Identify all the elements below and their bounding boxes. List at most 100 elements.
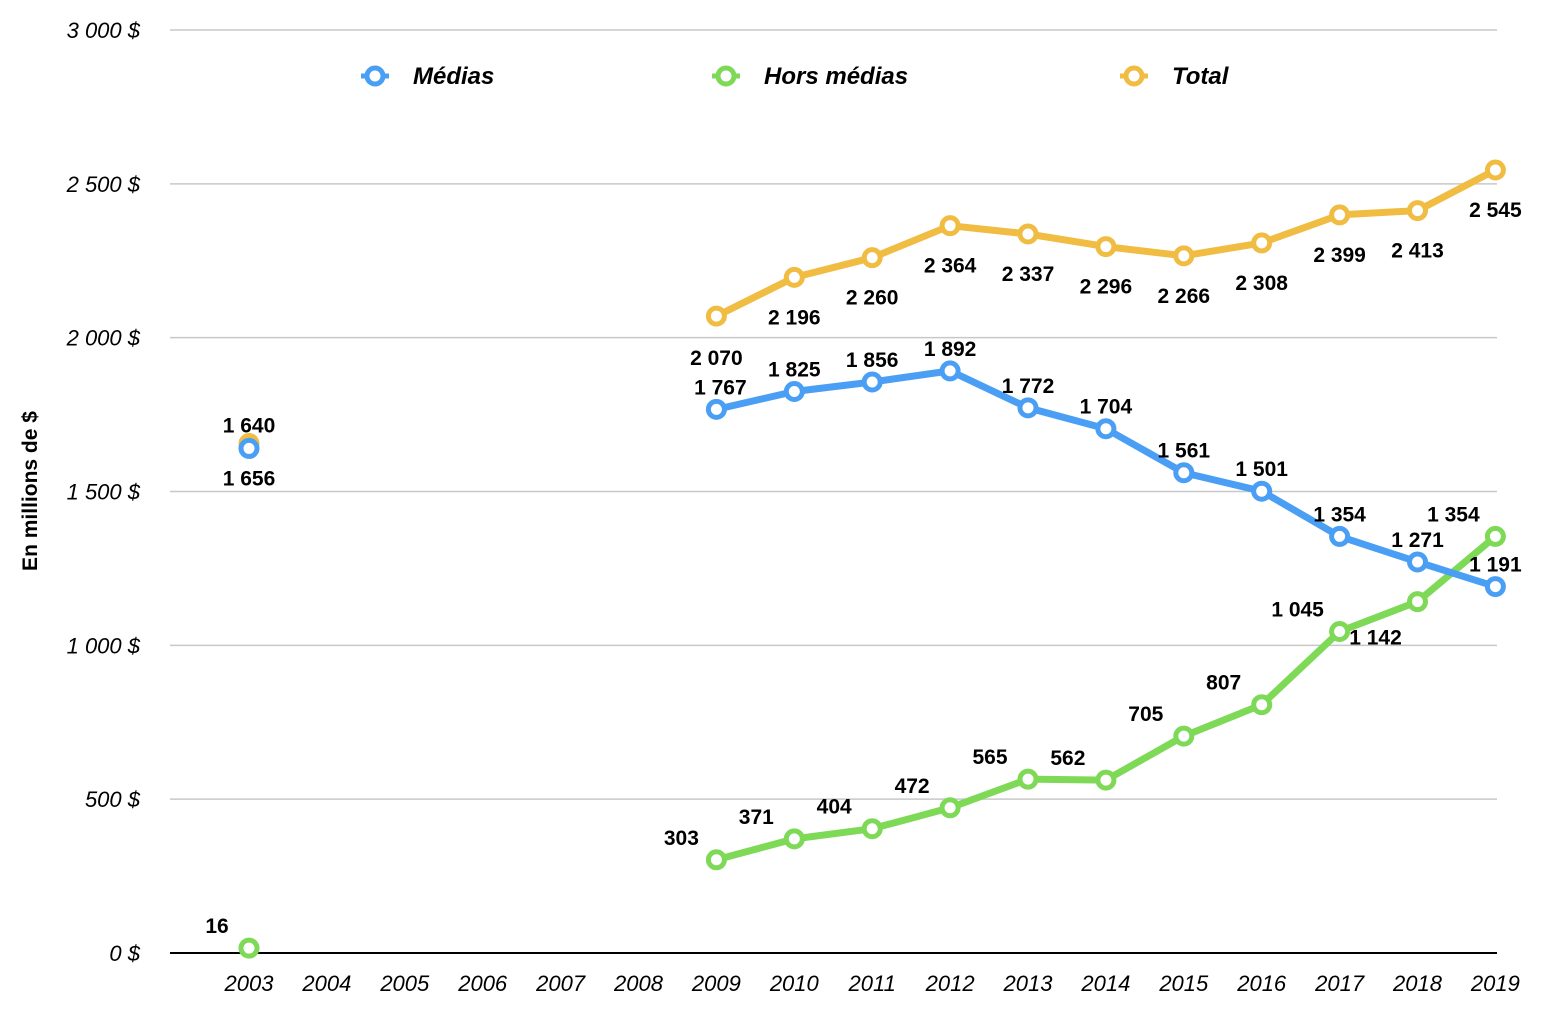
data-point [939,360,961,382]
data-point [1484,159,1506,181]
gridlines [170,29,1497,954]
data-point [1173,462,1195,484]
data-point [1017,768,1039,790]
data-point [939,797,961,819]
data-label: 1 561 [1158,440,1211,463]
series-points [238,159,1506,959]
data-label: 1 501 [1235,458,1288,481]
x-tick-label: 2006 [457,971,508,996]
data-point [1407,591,1428,613]
y-tick-label: 3 000 $ [67,18,141,43]
data-label: 2 364 [924,255,977,278]
x-tick-label: 2018 [1392,971,1443,996]
data-point [1251,694,1273,716]
x-tick-label: 2009 [691,971,741,996]
y-tick-label: 1 000 $ [67,633,141,658]
y-tick-label: 500 $ [85,787,141,812]
data-label: 1 191 [1469,554,1522,577]
x-tick-label: 2007 [535,971,586,996]
data-label: 1 271 [1391,529,1444,552]
data-label: 705 [1128,703,1163,726]
x-tick-label: 2013 [1003,971,1054,996]
data-label: 1 354 [1427,503,1480,526]
data-point [783,828,805,850]
x-tick-label: 2011 [848,971,896,996]
data-point [861,818,883,840]
data-point [783,381,805,403]
data-point [705,849,727,871]
data-label: 404 [817,796,852,819]
data-label: 1 772 [1002,375,1055,398]
data-point [705,398,727,420]
y-tick-label: 2 000 $ [66,326,141,351]
data-label: 2 545 [1469,199,1522,222]
data-label: 1 656 [223,468,276,491]
data-point [939,215,961,237]
data-label: 1 856 [846,349,899,372]
data-label: 1 704 [1080,396,1133,419]
data-labels: 1 640 1 767 1 825 1 856 1 892 1 772 1 704 1 561… [205,199,1522,938]
data-point [1017,397,1039,419]
y-axis-label: En millions de $ [19,411,42,571]
data-point [1484,525,1506,547]
legend-marker [715,65,737,87]
data-label: 2 260 [846,287,899,310]
data-label: 1 640 [223,414,276,437]
data-point [861,371,883,393]
data-label: 1 767 [694,376,747,399]
x-tick-label: 2004 [301,971,351,996]
x-tick-label: 2008 [613,971,664,996]
data-label: 2 399 [1313,244,1366,267]
data-point [1173,245,1195,267]
data-label: 565 [972,746,1007,769]
data-label: 2 070 [690,347,743,370]
y-tick-label: 0 $ [109,941,140,966]
data-point [1095,418,1117,440]
data-point [861,247,883,269]
x-tick-label: 2003 [224,971,275,996]
data-label: 371 [739,806,774,829]
data-point [1407,551,1428,573]
data-label: 472 [895,775,930,798]
data-label: 2 308 [1235,272,1288,295]
legend-label: Médias [413,63,494,90]
data-point [1251,232,1273,254]
y-tick-label: 2 500 $ [66,172,141,197]
legend-label: Hors médias [764,63,908,90]
series-lines [712,166,1499,864]
x-tick-label: 2019 [1470,971,1520,996]
data-point [783,266,805,288]
data-label: 16 [205,915,228,938]
x-tick-label: 2005 [379,971,430,996]
data-label: 2 337 [1002,263,1055,286]
data-label: 303 [664,827,699,850]
data-point [1329,525,1351,547]
data-point [1407,200,1428,222]
legend-label: Total [1172,63,1230,90]
data-label: 1 142 [1349,627,1402,650]
data-label: 2 413 [1391,240,1444,263]
x-tick-label: 2017 [1314,971,1365,996]
data-label: 562 [1050,747,1085,770]
data-point [1251,480,1273,502]
data-label: 1 825 [768,359,821,382]
data-point [1173,725,1195,747]
x-tick-label: 2012 [925,971,975,996]
data-point [1095,769,1117,791]
data-label: 2 196 [768,306,821,329]
x-tick-label: 2015 [1158,971,1209,996]
data-point [1095,236,1117,258]
data-point [238,437,260,459]
legend-marker [1123,65,1145,87]
x-tick-label: 2016 [1236,971,1287,996]
data-point [1484,576,1506,598]
data-label: 1 892 [924,338,977,361]
data-label: 807 [1206,672,1241,695]
data-point [1329,204,1351,226]
data-label: 2 266 [1158,285,1211,308]
y-axis-ticks: 0 $ 500 $ 1 000 $ 1 500 $ 2 000 $ 2 500 $ 3 00… [66,18,141,966]
data-point [238,937,260,959]
data-label: 1 045 [1271,598,1324,621]
x-tick-label: 2010 [769,971,820,996]
